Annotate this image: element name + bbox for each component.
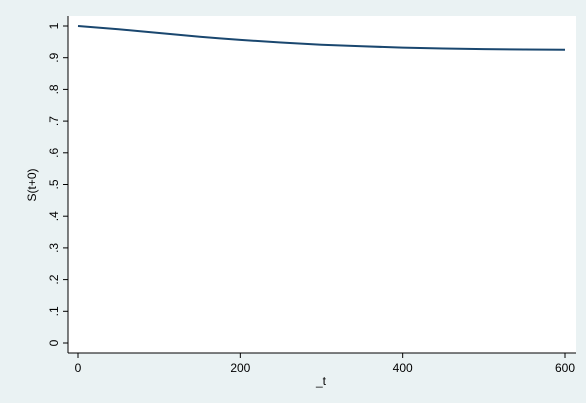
y-tick-label: .4 bbox=[47, 211, 61, 221]
y-tick-label: .1 bbox=[47, 306, 61, 316]
x-tick-label: 600 bbox=[555, 361, 575, 375]
x-tick-label: 400 bbox=[393, 361, 413, 375]
y-tick-label: .2 bbox=[47, 274, 61, 284]
x-axis-title: _t bbox=[315, 374, 327, 388]
y-tick-label: .6 bbox=[47, 147, 61, 157]
y-tick-label: 1 bbox=[47, 22, 61, 29]
y-tick-label: .3 bbox=[47, 243, 61, 253]
y-tick-label: .7 bbox=[47, 116, 61, 126]
y-tick-label: .9 bbox=[47, 52, 61, 62]
y-tick-label: .5 bbox=[47, 179, 61, 189]
survival-curve-line bbox=[77, 25, 566, 51]
y-axis-title: S(t+0) bbox=[25, 168, 39, 201]
x-tick-label: 200 bbox=[230, 361, 250, 375]
plot-area bbox=[68, 16, 576, 353]
y-axis-ticks: 0 .1 .2 .3 .4 .5 .6 .7 .8 .9 1 bbox=[47, 22, 68, 346]
y-tick-label: 0 bbox=[47, 339, 61, 346]
y-tick-label: .8 bbox=[47, 84, 61, 94]
x-tick-label: 0 bbox=[75, 361, 82, 375]
x-axis-ticks: 0 200 400 600 bbox=[75, 353, 575, 375]
series-layer bbox=[77, 25, 566, 51]
